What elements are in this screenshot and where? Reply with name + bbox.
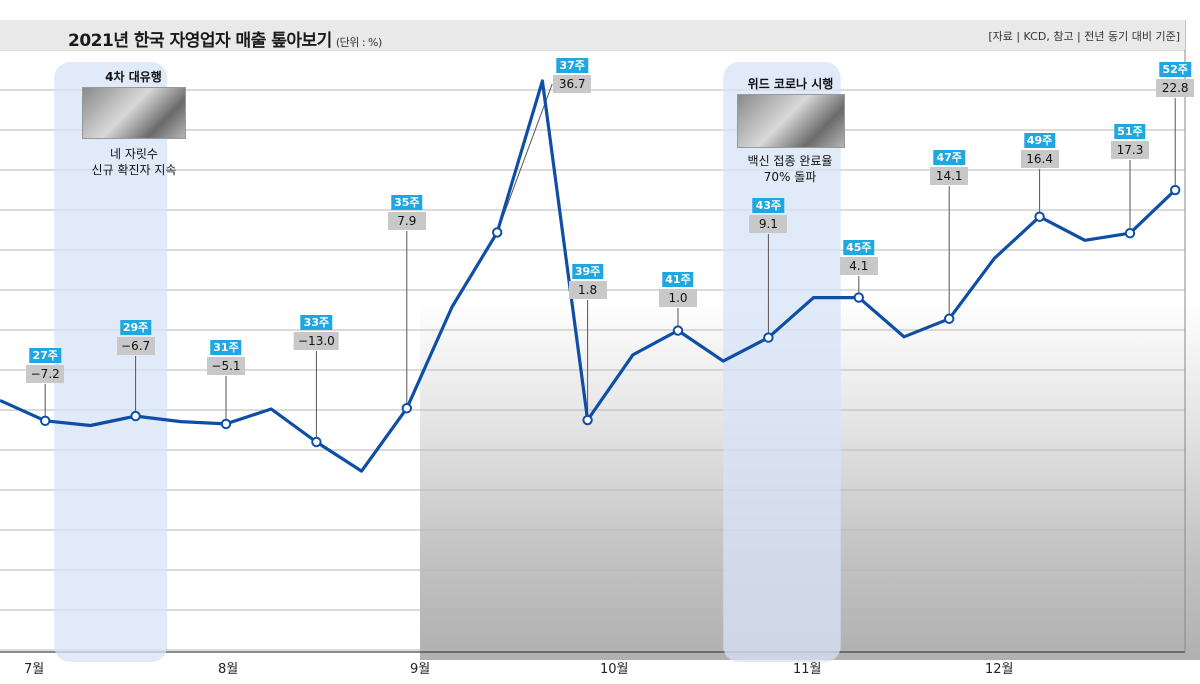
value-label: 1.0 [659,289,697,307]
week-label: 33주 [300,315,333,330]
value-label: 14.1 [930,167,969,185]
week-label: 31주 [210,340,242,355]
data-point [1170,184,1181,196]
data-point [763,332,774,343]
week-label: 43주 [752,198,785,213]
week-label: 41주 [662,272,694,287]
data-point [220,418,232,430]
source-note: [자료 | KCD, 참고 | 전년 동기 대비 기준] [988,30,1180,43]
chart-title: 2021년 한국 자영업자 매출 톺아보기 (단위 : %) [68,26,382,51]
week-label: 27주 [29,348,61,363]
data-point [401,403,412,414]
value-label: 22.8 [1156,79,1195,97]
value-label: −7.2 [26,365,65,383]
data-point [1124,227,1136,239]
week-label: 29주 [119,320,152,335]
value-label: 36.7 [553,75,592,93]
data-point [40,415,51,427]
unit-label: (단위 : %) [335,36,382,49]
value-label: 1.8 [568,281,607,299]
value-label: 9.1 [749,215,788,233]
month-tick-label: 12월 [985,662,1014,677]
band1-note-line1: 네 자릿수 [110,147,158,161]
header-band [0,20,1185,50]
value-label: −5.1 [207,357,245,375]
band1-note-line2: 신규 확진자 지속 [91,163,177,177]
band-with-corona [723,62,841,662]
data-point [582,414,593,426]
band-4th-wave [54,62,168,662]
data-point [853,292,864,303]
band2-photo [737,94,845,148]
week-label: 35주 [391,195,423,210]
band1-note: 네 자릿수 신규 확진자 지속 [70,146,198,178]
leader-line [496,83,553,233]
value-label: −13.0 [294,332,339,350]
chart-title-text: 2021년 한국 자영업자 매출 톺아보기 [68,31,332,51]
week-label: 52주 [1159,62,1191,77]
month-tick-label: 10월 [600,662,629,677]
week-label: 49주 [1023,133,1056,148]
band2-note-line1: 백신 접종 완료율 [747,154,833,168]
band2-note: 백신 접종 완료율 70% 돌파 [720,153,860,185]
data-point [944,313,955,324]
band2-note-line2: 70% 돌파 [763,170,817,184]
value-label: 17.3 [1111,141,1149,159]
month-tick-label: 8월 [218,662,239,677]
week-label: 39주 [571,264,604,279]
value-label: −6.7 [116,337,155,355]
week-label: 45주 [843,240,875,255]
data-point [1034,211,1045,222]
data-point [130,410,141,422]
month-tick-label: 7월 [24,662,45,677]
band1-photo [82,87,186,139]
value-label: 16.4 [1020,150,1059,168]
data-point [492,227,503,238]
week-label: 47주 [933,150,965,165]
week-label: 51주 [1114,124,1146,139]
month-tick-label: 9월 [410,662,431,677]
data-point [311,436,322,448]
band1-label: 4차 대유행 [105,70,162,84]
value-label: 4.1 [839,257,878,275]
value-label: 7.9 [387,212,426,230]
month-tick-label: 11월 [793,662,822,677]
band2-label: 위드 코로나 시행 [747,77,834,91]
data-point [672,325,684,336]
week-label: 37주 [556,58,588,73]
